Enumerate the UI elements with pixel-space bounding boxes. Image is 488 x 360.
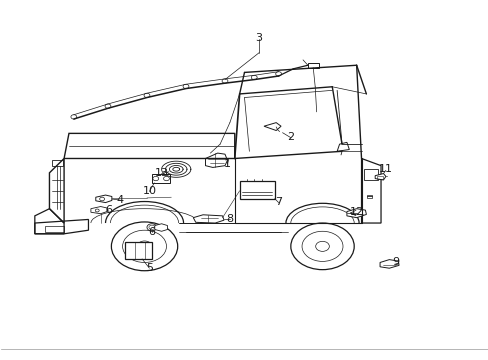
Bar [363,169,377,180]
Bar [125,242,152,259]
Text: 5: 5 [145,263,153,273]
Text: 12: 12 [349,207,363,217]
Polygon shape [193,215,224,223]
Text: 11: 11 [378,164,392,174]
Bar [239,181,274,199]
Text: 6: 6 [105,206,112,216]
Bar [307,63,318,68]
Bar [44,226,64,232]
Polygon shape [374,174,385,180]
Bar [376,176,383,179]
Text: 8: 8 [226,215,233,224]
Polygon shape [155,224,167,231]
Polygon shape [346,209,366,218]
Text: 6: 6 [148,227,155,237]
Text: 7: 7 [275,197,282,207]
Text: 10: 10 [142,186,156,196]
Text: 9: 9 [391,257,398,267]
Polygon shape [379,260,398,268]
Text: 1: 1 [224,159,230,169]
Text: 13: 13 [154,168,168,178]
Polygon shape [91,207,107,214]
Text: 4: 4 [116,195,123,205]
Text: 3: 3 [255,33,262,43]
Bar [152,174,170,183]
Bar [366,195,371,198]
Polygon shape [96,195,112,203]
Text: 2: 2 [286,132,294,142]
Bar [52,160,62,166]
